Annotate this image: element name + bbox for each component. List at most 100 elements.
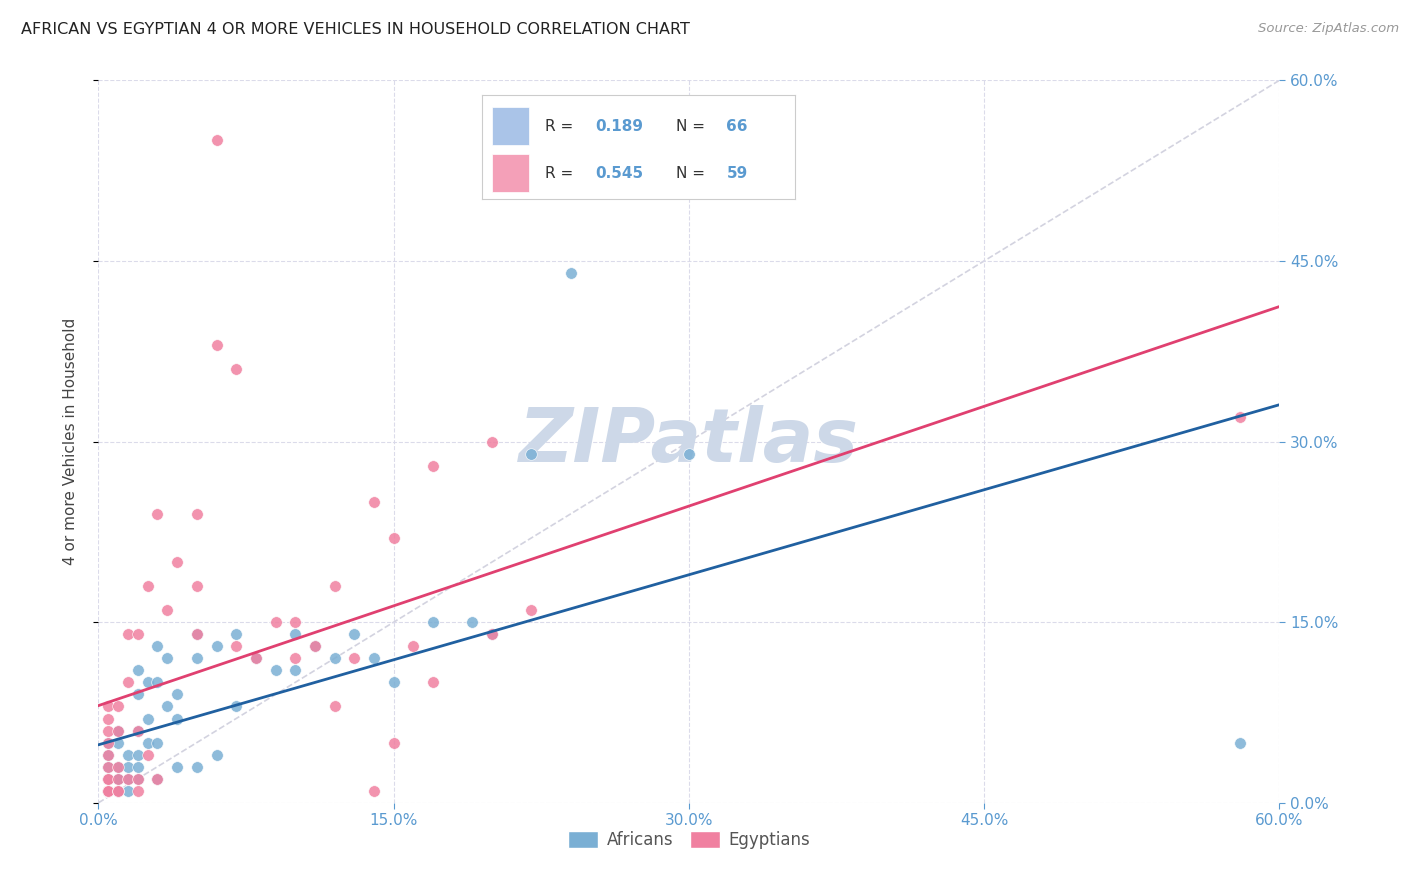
Point bbox=[97, 747, 120, 762]
Point bbox=[97, 723, 120, 738]
Point bbox=[97, 712, 120, 726]
Point bbox=[343, 651, 366, 665]
Point bbox=[107, 772, 129, 786]
Point bbox=[97, 699, 120, 714]
Point bbox=[127, 664, 149, 678]
Point bbox=[107, 735, 129, 749]
Point bbox=[117, 747, 139, 762]
Point bbox=[264, 664, 287, 678]
Point bbox=[127, 772, 149, 786]
Text: Source: ZipAtlas.com: Source: ZipAtlas.com bbox=[1258, 22, 1399, 36]
Point bbox=[225, 362, 247, 376]
Point bbox=[127, 723, 149, 738]
Point bbox=[97, 772, 120, 786]
Point bbox=[382, 735, 405, 749]
Point bbox=[284, 651, 307, 665]
Point bbox=[186, 651, 208, 665]
Point bbox=[97, 784, 120, 798]
Point bbox=[343, 627, 366, 641]
Y-axis label: 4 or more Vehicles in Household: 4 or more Vehicles in Household bbox=[63, 318, 77, 566]
Point bbox=[97, 784, 120, 798]
Point bbox=[107, 784, 129, 798]
Point bbox=[97, 784, 120, 798]
Point bbox=[97, 735, 120, 749]
Point bbox=[146, 772, 169, 786]
Point bbox=[107, 784, 129, 798]
Point bbox=[481, 627, 503, 641]
Point bbox=[225, 627, 247, 641]
Point bbox=[422, 615, 444, 630]
Point bbox=[146, 639, 169, 653]
Point bbox=[97, 784, 120, 798]
Point bbox=[304, 639, 326, 653]
Point bbox=[205, 133, 228, 147]
Point bbox=[107, 784, 129, 798]
Point bbox=[323, 699, 346, 714]
Point bbox=[97, 784, 120, 798]
Point bbox=[117, 784, 139, 798]
Point bbox=[1229, 410, 1251, 425]
Point bbox=[382, 531, 405, 545]
Point bbox=[97, 735, 120, 749]
Point bbox=[127, 747, 149, 762]
Point bbox=[107, 723, 129, 738]
Point bbox=[97, 760, 120, 774]
Point bbox=[186, 627, 208, 641]
Point bbox=[107, 784, 129, 798]
Point bbox=[136, 579, 159, 593]
Point bbox=[107, 784, 129, 798]
Point bbox=[97, 784, 120, 798]
Point bbox=[186, 627, 208, 641]
Point bbox=[166, 760, 188, 774]
Point bbox=[363, 784, 385, 798]
Point bbox=[127, 784, 149, 798]
Point bbox=[156, 699, 179, 714]
Point bbox=[382, 675, 405, 690]
Point bbox=[127, 772, 149, 786]
Point bbox=[117, 772, 139, 786]
Point bbox=[97, 747, 120, 762]
Point bbox=[146, 772, 169, 786]
Point bbox=[107, 760, 129, 774]
Point bbox=[245, 651, 267, 665]
Point bbox=[520, 446, 543, 460]
Point bbox=[136, 747, 159, 762]
Point bbox=[107, 723, 129, 738]
Point bbox=[166, 555, 188, 569]
Point bbox=[117, 772, 139, 786]
Legend: Africans, Egyptians: Africans, Egyptians bbox=[561, 824, 817, 856]
Point bbox=[1229, 735, 1251, 749]
Point bbox=[225, 639, 247, 653]
Point bbox=[117, 627, 139, 641]
Point bbox=[107, 699, 129, 714]
Point bbox=[127, 760, 149, 774]
Point bbox=[284, 664, 307, 678]
Point bbox=[481, 434, 503, 449]
Point bbox=[107, 772, 129, 786]
Point bbox=[422, 675, 444, 690]
Point bbox=[107, 784, 129, 798]
Point bbox=[678, 446, 700, 460]
Point bbox=[97, 772, 120, 786]
Point bbox=[97, 784, 120, 798]
Point bbox=[146, 675, 169, 690]
Point bbox=[166, 712, 188, 726]
Point bbox=[127, 687, 149, 701]
Point bbox=[107, 772, 129, 786]
Point bbox=[97, 784, 120, 798]
Point bbox=[127, 723, 149, 738]
Point bbox=[127, 627, 149, 641]
Point bbox=[422, 458, 444, 473]
Point bbox=[97, 772, 120, 786]
Point bbox=[146, 735, 169, 749]
Point bbox=[97, 784, 120, 798]
Point bbox=[520, 603, 543, 617]
Point bbox=[186, 760, 208, 774]
Point bbox=[97, 772, 120, 786]
Point bbox=[323, 579, 346, 593]
Point bbox=[205, 639, 228, 653]
Point bbox=[461, 615, 484, 630]
Point bbox=[186, 507, 208, 521]
Point bbox=[136, 735, 159, 749]
Point bbox=[560, 266, 582, 280]
